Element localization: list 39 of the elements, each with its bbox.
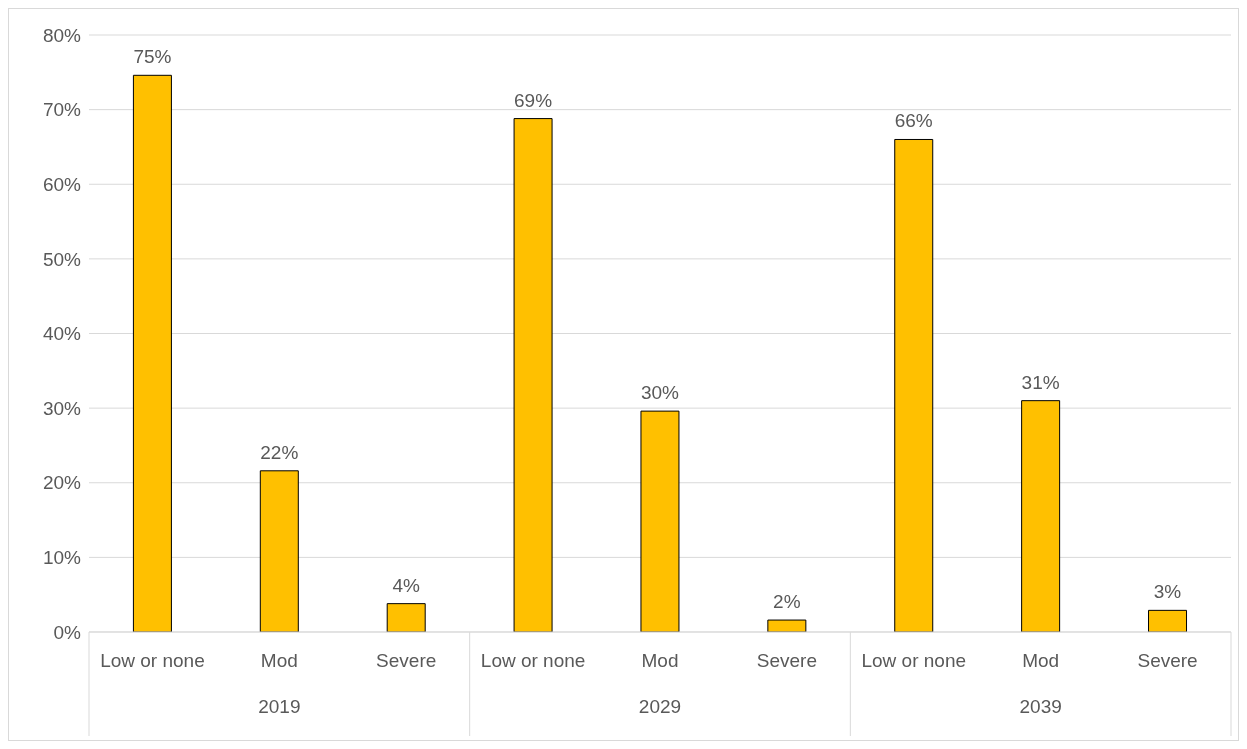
y-tick-label: 0% (53, 621, 82, 643)
x-tick-label: Low or none (861, 650, 967, 672)
data-label: 2% (773, 591, 801, 613)
bar (1148, 609, 1188, 632)
bar (767, 619, 807, 632)
bar (894, 138, 934, 632)
text: 2019 (257, 696, 302, 718)
y-tick-label: 60% (42, 173, 82, 195)
bar (640, 410, 680, 632)
data-label: 22% (260, 441, 299, 463)
data-label: 69% (514, 89, 553, 111)
bar (132, 74, 172, 632)
y-tick-label: 80% (42, 24, 82, 46)
x-tick-label: Severe (756, 650, 817, 672)
x-tick-label: Severe (376, 650, 437, 672)
data-label: 4% (392, 574, 421, 596)
y-tick-label: 30% (42, 397, 82, 419)
x-tick-label: Mod (1022, 650, 1060, 672)
y-tick-label: 20% (42, 472, 82, 494)
data-label: 31% (1021, 371, 1060, 393)
y-tick-label: 70% (42, 99, 82, 121)
bar (259, 470, 299, 632)
data-label: 75% (133, 46, 172, 68)
bar (513, 118, 553, 632)
text: 2039 (1018, 696, 1063, 718)
bar (1021, 400, 1061, 632)
data-label: 3% (1153, 581, 1182, 603)
data-label: 30% (640, 382, 680, 404)
data-label: 66% (894, 110, 933, 132)
text: 2029 (637, 696, 683, 718)
x-tick-label: Low or none (100, 650, 205, 672)
x-tick-label: Mod (260, 650, 298, 672)
y-tick-label: 50% (42, 248, 82, 270)
bar (386, 603, 426, 632)
y-tick-label: 40% (42, 323, 82, 345)
x-tick-label: Mod (641, 650, 679, 672)
x-tick-label: Low or none (480, 650, 586, 672)
x-tick-label: Severe (1137, 650, 1198, 672)
y-tick-label: 10% (42, 547, 82, 569)
